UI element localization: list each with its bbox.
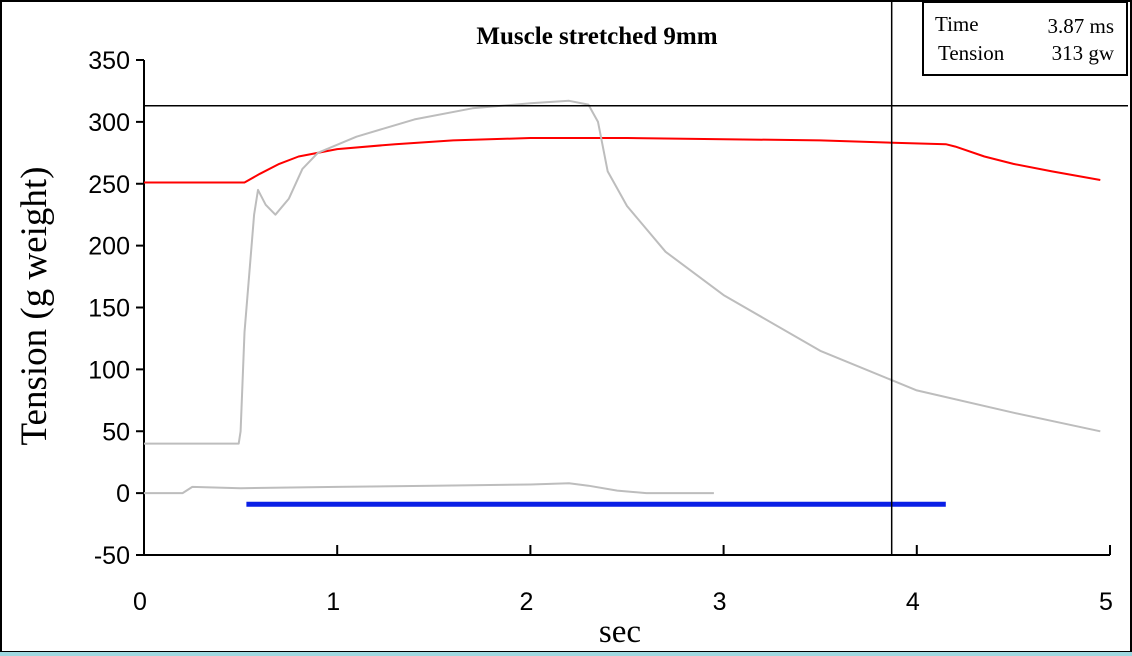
y-tick-label: 50 [102, 418, 130, 446]
x-tick-label: 1 [326, 588, 340, 616]
x-tick-label: 0 [133, 588, 147, 616]
tension-value: 313 gw [1051, 41, 1114, 65]
y-tick-label: 100 [88, 356, 130, 384]
y-tick-label: 150 [88, 295, 130, 323]
x-axis-label: sec [599, 614, 641, 650]
y-tick-label: 350 [88, 47, 130, 75]
x-tick-label: 5 [1099, 588, 1113, 616]
x-tick-label: 3 [713, 588, 727, 616]
y-tick-label: 250 [88, 171, 130, 199]
tension-label: Tension [938, 41, 1005, 65]
window-bottom-strip [0, 652, 1132, 656]
time-value: 3.87 ms [1047, 14, 1114, 38]
x-tick-label: 4 [906, 588, 920, 616]
tension-trace-red [144, 137, 1101, 184]
y-tick-label: 0 [116, 480, 130, 508]
y-tick-label: -50 [94, 542, 130, 570]
y-tick-label: 200 [88, 233, 130, 261]
x-tick-label: 2 [519, 588, 533, 616]
y-tick-label: 300 [88, 109, 130, 137]
time-label: Time [935, 12, 979, 36]
tension-trace-grey [144, 99, 1101, 445]
cursor-readout: Time 3.87 ms Tension 313 gw [922, 1, 1128, 76]
baseline-trace-grey [144, 482, 714, 495]
y-axis-label: Tension (g weight) [14, 167, 55, 446]
chart-title: Muscle stretched 9mm [476, 23, 717, 50]
